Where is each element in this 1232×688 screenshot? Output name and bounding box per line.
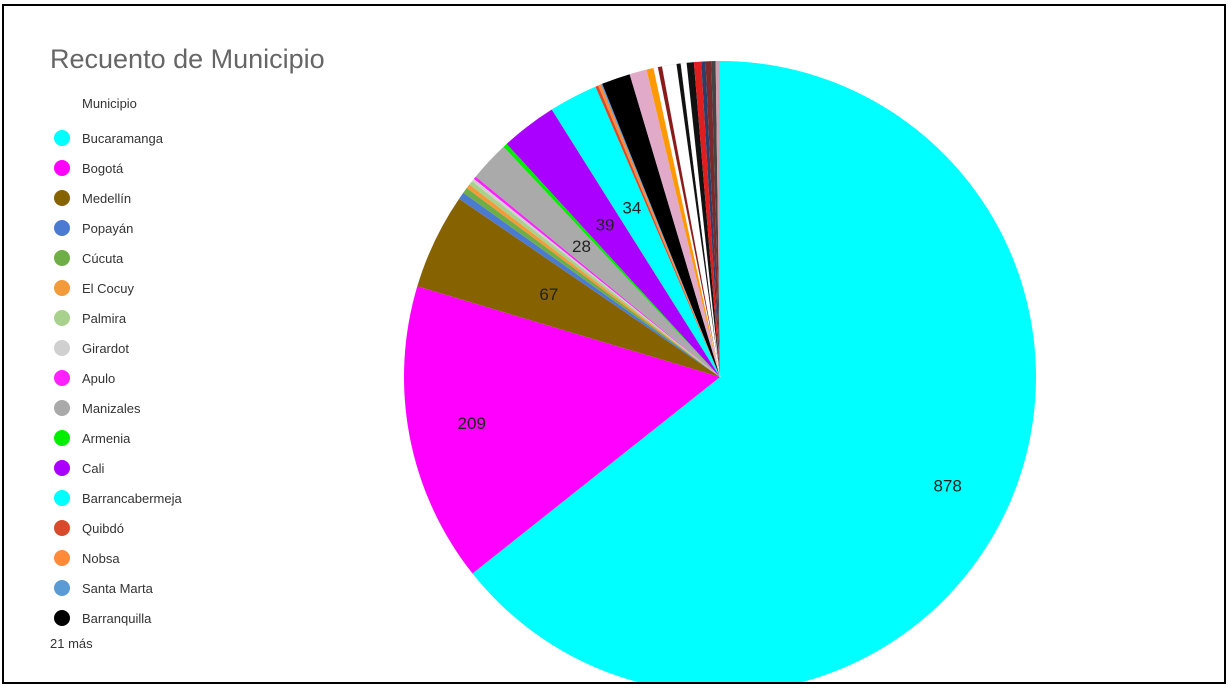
slice-value-label: 878 xyxy=(933,476,961,495)
pie-slice[interactable] xyxy=(506,109,720,378)
legend: Bucaramanga Bogotá Medellín Popayán Cúcuta El… xyxy=(50,123,182,633)
pie-slice[interactable] xyxy=(404,286,720,574)
pie-slice[interactable] xyxy=(598,84,720,378)
legend-item[interactable]: Nobsa xyxy=(50,543,182,573)
legend-swatch xyxy=(54,310,70,326)
pie-slice[interactable] xyxy=(661,63,721,378)
legend-swatch xyxy=(54,430,70,446)
legend-item[interactable]: Medellín xyxy=(50,183,182,213)
pie-slice[interactable] xyxy=(602,74,720,377)
legend-item[interactable]: Popayán xyxy=(50,213,182,243)
legend-label: Apulo xyxy=(82,370,116,386)
legend-label: Santa Marta xyxy=(82,580,153,596)
pie-slice[interactable] xyxy=(676,63,720,377)
legend-item[interactable]: Bogotá xyxy=(50,153,182,183)
legend-item[interactable]: Cúcuta xyxy=(50,243,182,273)
legend-swatch xyxy=(54,580,70,596)
slice-value-label: 28 xyxy=(572,237,591,256)
slice-value-label: 67 xyxy=(539,285,558,304)
pie-slice[interactable] xyxy=(472,61,1036,682)
legend-swatch xyxy=(54,190,70,206)
legend-swatch xyxy=(54,400,70,416)
legend-title: Municipio xyxy=(82,96,137,111)
legend-swatch xyxy=(54,130,70,146)
legend-label: Popayán xyxy=(82,220,134,236)
legend-item[interactable]: El Cocuy xyxy=(50,273,182,303)
pie-slice[interactable] xyxy=(646,68,720,378)
pie-slice[interactable] xyxy=(680,62,721,378)
pie-slice[interactable] xyxy=(417,198,720,377)
legend-swatch xyxy=(54,280,70,296)
pie-slice[interactable] xyxy=(551,86,720,378)
legend-more-link[interactable]: 21 más xyxy=(50,636,93,651)
legend-label: Nobsa xyxy=(82,550,120,566)
pie-slice[interactable] xyxy=(657,66,720,378)
pie-slice[interactable] xyxy=(693,61,720,377)
pie-slice[interactable] xyxy=(715,61,720,377)
legend-item[interactable]: Santa Marta xyxy=(50,573,182,603)
legend-swatch xyxy=(54,460,70,476)
legend-swatch xyxy=(54,550,70,566)
legend-label: Manizales xyxy=(82,400,141,416)
chart-title: Recuento de Municipio xyxy=(50,44,325,74)
legend-label: Quibdó xyxy=(82,520,124,536)
pie-slice[interactable] xyxy=(473,176,720,377)
pie-slice[interactable] xyxy=(653,66,721,378)
pie-slice[interactable] xyxy=(629,69,720,378)
legend-swatch xyxy=(54,490,70,506)
legend-label: Girardot xyxy=(82,340,129,356)
legend-swatch xyxy=(54,610,70,626)
pie-slice[interactable] xyxy=(705,61,720,377)
legend-item[interactable]: Armenia xyxy=(50,423,182,453)
legend-label: Bogotá xyxy=(82,160,124,176)
pie-slice[interactable] xyxy=(463,188,720,377)
pie-slice[interactable] xyxy=(469,181,720,377)
legend-label: Barrancabermeja xyxy=(82,490,182,506)
pie-slice[interactable] xyxy=(701,61,720,377)
chart-frame: Recuento de Municipio Municipio Bucarama… xyxy=(2,4,1226,684)
legend-item[interactable]: Quibdó xyxy=(50,513,182,543)
legend-label: Cúcuta xyxy=(82,250,124,266)
pie-slice[interactable] xyxy=(475,146,720,377)
legend-label: Medellín xyxy=(82,190,132,206)
legend-label: Cali xyxy=(82,460,105,476)
pie-slice[interactable] xyxy=(600,83,720,378)
legend-item[interactable]: Manizales xyxy=(50,393,182,423)
legend-item[interactable]: Palmira xyxy=(50,303,182,333)
pie-slice[interactable] xyxy=(503,143,720,377)
legend-swatch xyxy=(54,370,70,386)
legend-item[interactable]: Barrancabermeja xyxy=(50,483,182,513)
legend-item[interactable]: Barranquilla xyxy=(50,603,182,633)
legend-item[interactable]: Girardot xyxy=(50,333,182,363)
legend-label: Palmira xyxy=(82,310,127,326)
pie-chart: 878 209 67 28 39 34 xyxy=(404,61,1036,682)
slice-value-label: 209 xyxy=(458,414,486,433)
legend-swatch xyxy=(54,220,70,236)
pie-slice[interactable] xyxy=(459,192,720,377)
legend-label: Armenia xyxy=(82,430,131,446)
legend-swatch xyxy=(54,250,70,266)
legend-item[interactable]: Bucaramanga xyxy=(50,123,182,153)
legend-item[interactable]: Cali xyxy=(50,453,182,483)
legend-swatch xyxy=(54,160,70,176)
pie-slice[interactable] xyxy=(472,178,720,377)
legend-swatch xyxy=(54,340,70,356)
legend-label: Barranquilla xyxy=(82,610,152,626)
pie-slice[interactable] xyxy=(466,184,720,377)
slice-value-label: 34 xyxy=(622,199,641,218)
legend-item[interactable]: Apulo xyxy=(50,363,182,393)
legend-label: Bucaramanga xyxy=(82,130,163,146)
legend-swatch xyxy=(54,520,70,536)
slice-value-label: 39 xyxy=(596,216,615,235)
pie-slice[interactable] xyxy=(711,61,720,378)
pie-slice[interactable] xyxy=(595,85,720,377)
pie-slice[interactable] xyxy=(686,62,720,377)
legend-label: El Cocuy xyxy=(82,280,135,296)
